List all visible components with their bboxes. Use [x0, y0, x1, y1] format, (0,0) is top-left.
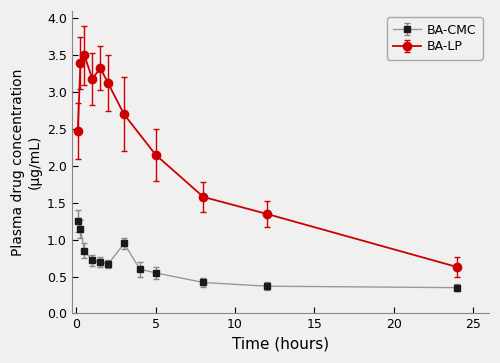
Legend: BA-CMC, BA-LP: BA-CMC, BA-LP	[387, 17, 482, 60]
Y-axis label: Plasma drug concentration
(μg/mL): Plasma drug concentration (μg/mL)	[11, 69, 42, 256]
X-axis label: Time (hours): Time (hours)	[232, 337, 329, 352]
